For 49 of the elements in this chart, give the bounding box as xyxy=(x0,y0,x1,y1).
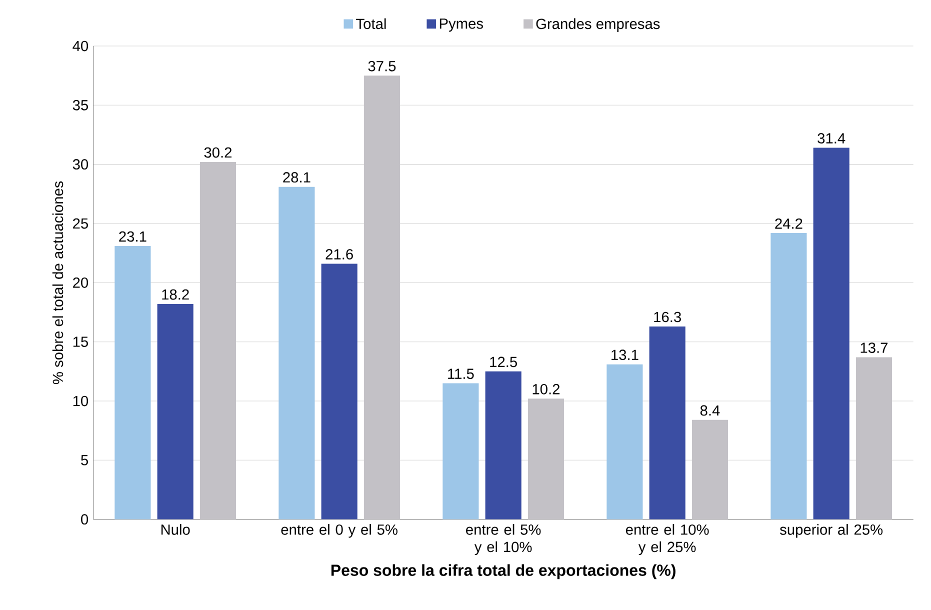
legend-label: Total xyxy=(356,18,386,30)
data-label: 8.4 xyxy=(700,405,720,416)
legend-label: Grandes empresas xyxy=(536,18,660,32)
data-label: 11.5 xyxy=(448,368,474,379)
bar xyxy=(200,162,236,520)
bar xyxy=(856,357,892,520)
y-tick-label: 30 xyxy=(72,159,88,170)
y-tick-label: 10 xyxy=(73,396,88,406)
x-axis-title: Peso sobre la cifra total de exportaciones (%) xyxy=(331,564,676,580)
y-axis-title: % sobre el total de actuaciones xyxy=(52,181,64,384)
bar xyxy=(114,246,151,520)
y-tick-label: 25 xyxy=(73,218,88,229)
legend-label: Pymes xyxy=(440,18,484,32)
x-tick-label: Nulo xyxy=(161,524,190,535)
data-label: 24.2 xyxy=(775,218,802,229)
bar xyxy=(649,326,686,520)
data-label: 28.1 xyxy=(283,172,310,183)
bar xyxy=(606,364,643,520)
bar xyxy=(157,304,194,520)
data-label: 16.3 xyxy=(654,312,681,322)
data-label: 13.7 xyxy=(860,342,888,353)
x-tick-label: superior al 25% xyxy=(780,524,883,538)
bar xyxy=(442,383,479,520)
y-tick-label: 40 xyxy=(72,40,88,52)
bar xyxy=(770,232,807,520)
x-tick-label: entre el 10% y el 25% xyxy=(626,524,709,556)
bar xyxy=(692,420,728,520)
data-label: 23.1 xyxy=(119,231,146,242)
data-label: 37.5 xyxy=(368,60,396,72)
bar xyxy=(364,76,400,520)
y-tick-label: 20 xyxy=(73,277,88,288)
bar xyxy=(528,398,564,520)
x-tick-label: entre el 0 y el 5% xyxy=(281,524,398,538)
data-label: 12.5 xyxy=(490,356,517,368)
x-tick-label: entre el 5% y el 10% xyxy=(466,524,541,556)
data-label: 18.2 xyxy=(162,289,189,300)
bar xyxy=(813,148,850,520)
data-label: 30.2 xyxy=(204,147,232,158)
data-label: 21.6 xyxy=(326,249,353,260)
bar xyxy=(278,186,315,520)
bar xyxy=(485,371,522,520)
bar xyxy=(321,264,358,520)
data-label: 13.1 xyxy=(612,350,638,360)
data-label: 10.2 xyxy=(532,384,560,394)
y-tick-label: 5 xyxy=(81,455,88,466)
y-tick-label: 35 xyxy=(72,100,88,110)
data-label: 31.4 xyxy=(818,133,846,144)
y-tick-label: 15 xyxy=(73,336,88,347)
y-tick-label: 0 xyxy=(81,514,88,525)
